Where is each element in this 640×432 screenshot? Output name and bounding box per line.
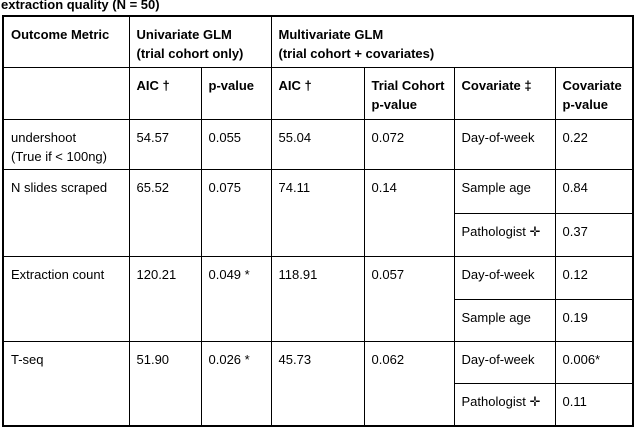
- table-caption: extraction quality (N = 50): [1, 0, 160, 12]
- header-uni-pvalue: p-value: [200, 66, 272, 120]
- multi-aic-cell: 74.11: [270, 168, 365, 257]
- header-row-columns: AIC † p-value AIC † Trial Cohort p-value…: [2, 66, 634, 120]
- header-empty-cell: [2, 66, 130, 120]
- trial-pvalue-cell: 0.057: [363, 255, 455, 342]
- covariate-pvalue-cell: 0.12: [554, 255, 634, 300]
- multi-aic-cell: 118.91: [270, 255, 365, 342]
- uni-aic-cell: 51.90: [128, 340, 202, 427]
- multi-aic-cell: 45.73: [270, 340, 365, 427]
- covariate-cell: Day-of-week: [453, 255, 556, 300]
- uni-pvalue-cell: 0.055: [200, 118, 272, 170]
- results-table: Outcome Metric Univariate GLM (trial coh…: [2, 15, 635, 427]
- metric-cell: N slides scraped: [2, 168, 130, 257]
- covariate-cell: Sample age: [453, 168, 556, 214]
- uni-pvalue-cell: 0.049 *: [200, 255, 272, 342]
- covariate-pvalue-cell: 0.22: [554, 118, 634, 170]
- header-univariate-glm: Univariate GLM (trial cohort only): [128, 15, 272, 68]
- covariate-pvalue-cell: 0.37: [554, 212, 634, 257]
- covariate-pvalue-cell: 0.11: [554, 382, 634, 427]
- covariate-cell: Day-of-week: [453, 340, 556, 384]
- metric-cell: undershoot (True if < 100ng): [2, 118, 130, 170]
- metric-cell: Extraction count: [2, 255, 130, 342]
- trial-pvalue-cell: 0.062: [363, 340, 455, 427]
- uni-aic-cell: 65.52: [128, 168, 202, 257]
- header-trial-cohort-pvalue: Trial Cohort p-value: [363, 66, 455, 120]
- table-row: undershoot (True if < 100ng) 54.57 0.055…: [2, 118, 634, 170]
- header-row-groups: Outcome Metric Univariate GLM (trial coh…: [2, 15, 634, 68]
- table-subrow: Sample age 0.19: [3, 298, 634, 342]
- header-covariate-pvalue: Covariate p-value: [554, 66, 634, 120]
- covariate-cell: Pathologist ✛: [453, 382, 556, 427]
- header-covariate: Covariate ‡: [453, 66, 556, 120]
- trial-pvalue-cell: 0.072: [363, 118, 455, 170]
- covariate-pvalue-cell: 0.84: [554, 168, 634, 214]
- uni-aic-cell: 54.57: [128, 118, 202, 170]
- table-subrow: Pathologist ✛ 0.11: [3, 382, 634, 427]
- covariate-pvalue-cell: 0.19: [554, 298, 634, 342]
- table-row: T-seq 51.90 0.026 * 45.73 0.062 Day-of-w…: [2, 340, 634, 427]
- header-multi-aic: AIC †: [270, 66, 365, 120]
- uni-aic-cell: 120.21: [128, 255, 202, 342]
- covariate-cell: Pathologist ✛: [453, 212, 556, 257]
- uni-pvalue-cell: 0.026 *: [200, 340, 272, 427]
- table-row: N slides scraped 65.52 0.075 74.11 0.14 …: [2, 168, 634, 257]
- multi-aic-cell: 55.04: [270, 118, 365, 170]
- trial-pvalue-cell: 0.14: [363, 168, 455, 257]
- covariate-cell: Sample age: [453, 298, 556, 342]
- table-row: Extraction count 120.21 0.049 * 118.91 0…: [2, 255, 634, 342]
- header-outcome-metric: Outcome Metric: [2, 15, 130, 68]
- covariate-pvalue-cell: 0.006*: [554, 340, 634, 384]
- covariate-cell: Day-of-week: [453, 118, 556, 170]
- uni-pvalue-cell: 0.075: [200, 168, 272, 257]
- metric-cell: T-seq: [2, 340, 130, 427]
- header-multivariate-glm: Multivariate GLM (trial cohort + covaria…: [270, 15, 634, 68]
- table-subrow: Pathologist ✛ 0.37: [3, 212, 634, 257]
- header-uni-aic: AIC †: [128, 66, 202, 120]
